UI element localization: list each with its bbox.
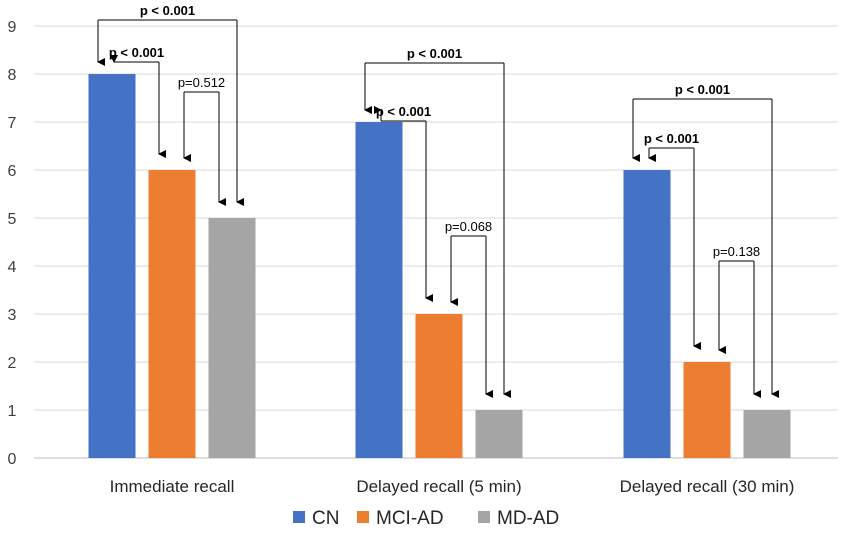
p-value-label: p < 0.001 [407,46,462,61]
legend-swatch-cn [293,511,305,523]
y-tick-label: 8 [8,67,17,84]
bar-md-ad-1 [475,410,523,458]
p-value-label: p < 0.001 [140,3,195,18]
bar-mci-ad-2 [683,362,731,458]
x-category-label: Delayed recall (30 min) [620,477,795,496]
p-value-label: p < 0.001 [675,82,730,97]
legend-swatch-md-ad [478,511,490,523]
bars [88,74,791,458]
bar-mci-ad-1 [415,314,463,458]
y-tick-label: 4 [8,259,17,276]
p-value-label: p < 0.001 [644,131,699,146]
legend-label-mci-ad: MCI-AD [376,508,444,529]
y-tick-label: 2 [8,355,17,372]
bar-md-ad-0 [208,218,256,458]
bar-cn-0 [88,74,136,458]
bar-md-ad-2 [743,410,791,458]
bar-cn-1 [355,122,403,458]
x-category-label: Immediate recall [110,477,235,496]
p-value-label: p < 0.001 [109,45,164,60]
y-tick-label: 3 [8,307,17,324]
legend-label-cn: CN [312,508,339,529]
y-tick-label: 5 [8,211,17,228]
bar-cn-2 [623,170,671,458]
legend-label-md-ad: MD-AD [497,508,559,529]
y-tick-label: 6 [8,163,17,180]
p-value-label: p=0.138 [713,244,760,259]
legend: CN MCI-AD MD-AD [293,508,559,529]
x-category-label: Delayed recall (5 min) [356,477,521,496]
y-tick-label: 1 [8,403,17,420]
significance-annotations: p < 0.001 p < 0.001 p=0.512 p < 0.001 p < 0.… [97,3,779,398]
bar-mci-ad-0 [148,170,196,458]
legend-swatch-mci-ad [357,511,369,523]
x-axis-categories: Immediate recall Delayed recall (5 min) De… [110,477,795,496]
y-tick-label: 0 [8,451,17,468]
y-tick-label: 9 [8,19,17,36]
y-axis-ticks: 0 1 2 3 4 5 6 7 8 9 [8,19,17,468]
y-tick-label: 7 [8,115,17,132]
p-value-label: p < 0.001 [376,104,431,119]
p-value-label: p=0.512 [178,75,225,90]
p-value-label: p=0.068 [445,219,492,234]
